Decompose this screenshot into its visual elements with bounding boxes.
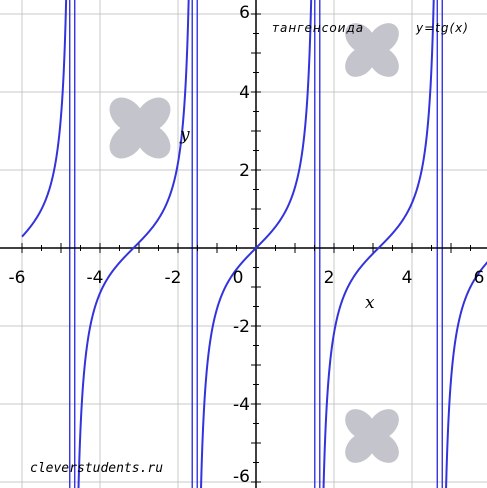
flower-petal <box>136 124 171 159</box>
y-tick-label: -4 <box>233 395 250 415</box>
tick-labels: -6 -4 -2 0 2 4 6 -6 -4 -2 2 4 6 <box>9 3 485 487</box>
flower-icon <box>109 97 171 159</box>
tangent-branch <box>322 0 435 488</box>
tangent-branch <box>77 0 190 488</box>
flower-petal <box>136 97 171 132</box>
flower-petal <box>109 97 144 132</box>
flower-petal <box>368 23 399 54</box>
tangent-curves <box>21 0 487 488</box>
y-tick-label: 4 <box>239 83 250 103</box>
flower-petal <box>109 124 144 159</box>
flower-icon <box>345 23 399 77</box>
x-tick-label: 4 <box>402 268 413 288</box>
flower-center <box>366 44 378 56</box>
flower-center <box>133 121 147 135</box>
flower-petal <box>345 409 376 440</box>
flower-petal <box>345 23 376 54</box>
x-tick-label: -2 <box>165 268 182 288</box>
flower-center <box>366 430 378 442</box>
asymptote-lines <box>69 0 443 488</box>
flower-petal <box>345 432 376 463</box>
function-label: y=tg(x) <box>415 21 469 35</box>
x-tick-label: 2 <box>324 268 335 288</box>
y-tick-label: -6 <box>233 467 250 487</box>
watermark-flowers <box>109 23 399 463</box>
x-tick-label: 0 <box>233 268 244 288</box>
x-tick-label: -6 <box>9 268 26 288</box>
flower-petal <box>368 409 399 440</box>
tangent-branch <box>200 0 313 488</box>
x-axis-label: x <box>365 293 375 313</box>
tangent-branch <box>445 261 487 488</box>
y-tick-label: -2 <box>233 317 250 337</box>
flower-petal <box>368 432 399 463</box>
flower-icon <box>345 409 399 463</box>
x-tick-label: -4 <box>87 268 104 288</box>
tangent-branch <box>21 0 68 238</box>
flower-petal <box>368 46 399 77</box>
y-tick-label: 2 <box>239 161 250 181</box>
chart-title: тангенсоида <box>272 21 364 35</box>
y-tick-label: 6 <box>239 3 250 23</box>
y-axis-label: y <box>179 125 190 145</box>
watermark-text: cleverstudents.ru <box>30 461 163 476</box>
flower-petal <box>345 46 376 77</box>
x-tick-label: 6 <box>474 268 485 288</box>
